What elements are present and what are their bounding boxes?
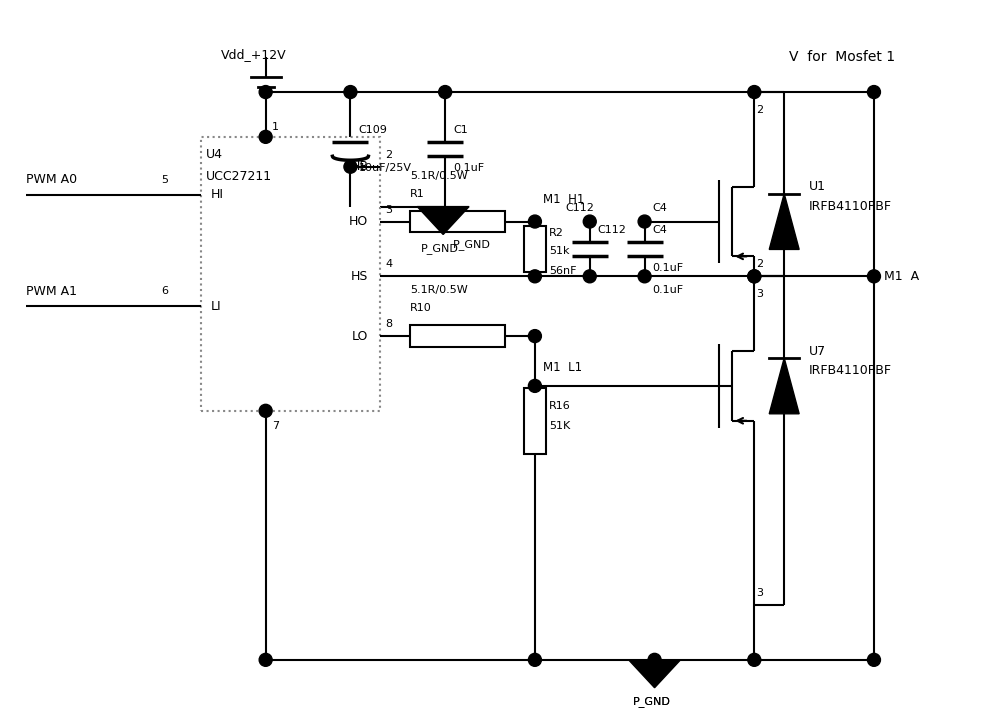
- Circle shape: [344, 160, 357, 173]
- Text: C1: C1: [453, 125, 468, 136]
- Text: R2: R2: [549, 229, 564, 239]
- Circle shape: [748, 653, 761, 666]
- Text: U7: U7: [809, 345, 826, 358]
- Circle shape: [748, 270, 761, 283]
- Text: HI: HI: [211, 187, 224, 200]
- Text: 0.1uF: 0.1uF: [453, 163, 484, 173]
- Circle shape: [528, 329, 541, 342]
- Text: V  for  Mosfet 1: V for Mosfet 1: [789, 50, 895, 64]
- Bar: [524, 388, 546, 454]
- Text: 3: 3: [756, 289, 763, 299]
- Text: C4: C4: [653, 203, 667, 213]
- Text: 56nF: 56nF: [549, 266, 576, 276]
- Text: 10uF/25V: 10uF/25V: [358, 163, 411, 173]
- Bar: [201, 137, 380, 411]
- Text: 0.1uF: 0.1uF: [653, 286, 684, 296]
- Text: P_GND: P_GND: [453, 239, 491, 250]
- Text: HB: HB: [350, 160, 368, 173]
- Text: C4: C4: [653, 225, 667, 235]
- Polygon shape: [629, 660, 680, 688]
- Text: IRFB4110PBF: IRFB4110PBF: [809, 364, 892, 378]
- Text: IRFB4110PBF: IRFB4110PBF: [809, 200, 892, 213]
- Circle shape: [528, 215, 541, 228]
- Circle shape: [638, 270, 651, 283]
- Circle shape: [259, 86, 272, 99]
- Text: HS: HS: [351, 270, 368, 283]
- Text: 3: 3: [385, 205, 392, 215]
- Polygon shape: [769, 194, 799, 249]
- Circle shape: [259, 131, 272, 143]
- Text: R16: R16: [549, 401, 571, 411]
- Circle shape: [648, 653, 661, 666]
- Bar: [524, 226, 546, 273]
- Circle shape: [259, 653, 272, 666]
- Text: 6: 6: [161, 286, 168, 296]
- Text: P_GND: P_GND: [421, 243, 459, 254]
- Text: PWM A0: PWM A0: [26, 173, 77, 186]
- Text: M1  A: M1 A: [884, 270, 919, 283]
- Text: 7: 7: [272, 421, 279, 430]
- Text: C112: C112: [566, 203, 595, 213]
- Text: 4: 4: [385, 260, 392, 270]
- Circle shape: [344, 86, 357, 99]
- Text: 5: 5: [161, 174, 168, 185]
- Text: 5.1R/0.5W: 5.1R/0.5W: [410, 286, 468, 296]
- Text: 1: 1: [272, 122, 279, 132]
- Circle shape: [528, 270, 541, 283]
- Text: PWM A1: PWM A1: [26, 285, 77, 298]
- Text: P_GND: P_GND: [633, 696, 671, 707]
- Text: UCC27211: UCC27211: [206, 170, 272, 183]
- Text: M1  L1: M1 L1: [543, 361, 582, 374]
- Text: LI: LI: [211, 300, 221, 313]
- Circle shape: [867, 270, 880, 283]
- Text: 5.1R/0.5W: 5.1R/0.5W: [410, 171, 468, 181]
- Text: M1  H1: M1 H1: [543, 193, 584, 206]
- Bar: [410, 325, 505, 347]
- Text: 2: 2: [756, 260, 763, 270]
- Polygon shape: [769, 358, 799, 414]
- Circle shape: [748, 86, 761, 99]
- Bar: [410, 211, 505, 232]
- Circle shape: [867, 653, 880, 666]
- Text: C109: C109: [358, 125, 387, 136]
- Text: 51k: 51k: [549, 247, 569, 257]
- Circle shape: [748, 270, 761, 283]
- Text: U4: U4: [206, 149, 223, 162]
- Text: R10: R10: [410, 304, 432, 313]
- Circle shape: [867, 86, 880, 99]
- Circle shape: [583, 270, 596, 283]
- Text: 0.1uF: 0.1uF: [653, 263, 684, 273]
- Text: 2: 2: [756, 105, 763, 115]
- Text: 51K: 51K: [549, 421, 570, 430]
- Text: Vdd_+12V: Vdd_+12V: [221, 48, 286, 61]
- Text: HO: HO: [349, 215, 368, 228]
- Text: 3: 3: [756, 588, 763, 598]
- Text: R1: R1: [410, 189, 425, 199]
- Text: C112: C112: [598, 225, 627, 235]
- Polygon shape: [417, 207, 469, 234]
- Circle shape: [528, 653, 541, 666]
- Circle shape: [439, 86, 452, 99]
- Text: P_GND: P_GND: [633, 696, 671, 707]
- Text: U1: U1: [809, 180, 826, 193]
- Circle shape: [638, 215, 651, 228]
- Circle shape: [528, 379, 541, 392]
- Text: LO: LO: [352, 329, 368, 342]
- Text: 8: 8: [385, 319, 392, 329]
- Circle shape: [259, 404, 272, 417]
- Text: 2: 2: [385, 150, 392, 160]
- Circle shape: [583, 215, 596, 228]
